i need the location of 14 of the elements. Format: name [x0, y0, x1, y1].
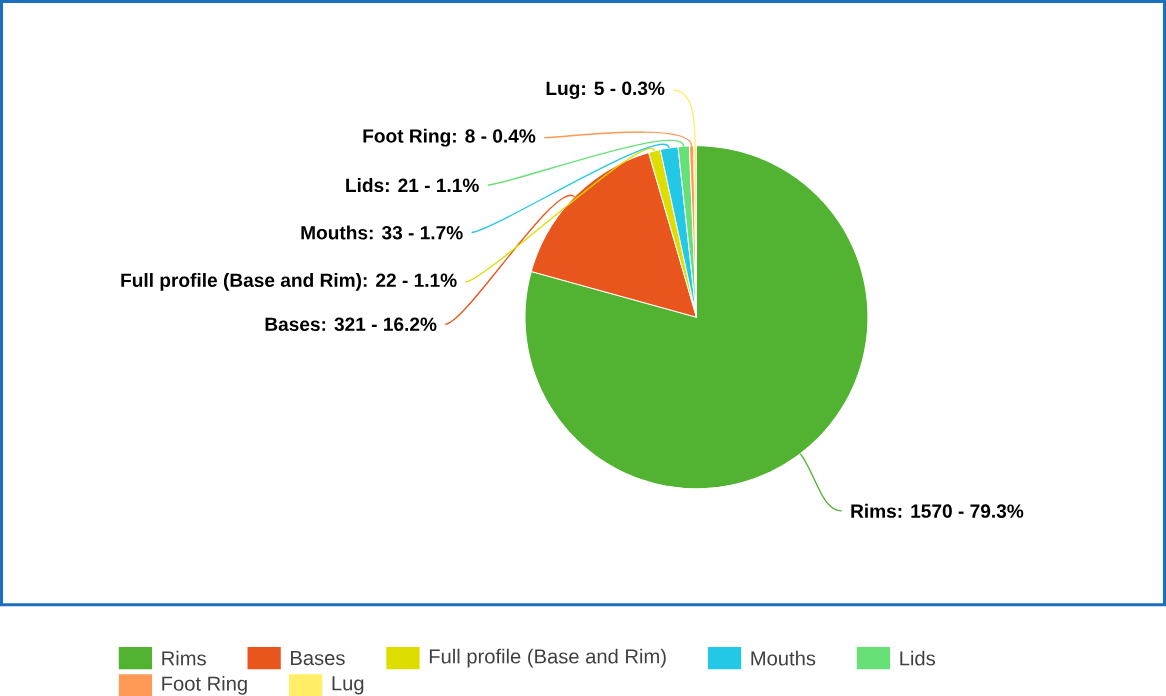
data-label: Lids: 21 - 1.1% — [346, 177, 479, 192]
data-label: Mouths: 33 - 1.7% — [301, 225, 463, 240]
legend-label: Bases — [291, 650, 345, 665]
data-label: Full profile (Base and Rim): 22 - 1.1% — [121, 272, 457, 291]
legend-label: Lug — [332, 676, 364, 695]
data-label: Bases: 321 - 16.2% — [265, 317, 437, 331]
legend-label: Foot Ring — [162, 675, 247, 695]
legend-label: Lids — [900, 650, 935, 666]
data-label: Lug: 5 - 0.3% — [546, 81, 665, 99]
legend-label: Full profile (Base and Rim) — [429, 648, 666, 668]
data-label: Rims: 1570 - 79.3% — [851, 503, 1024, 518]
legend-label: Rims — [162, 650, 206, 666]
data-label: Foot Ring: 8 - 0.4% — [363, 128, 536, 147]
legend-label: Mouths — [751, 650, 816, 666]
